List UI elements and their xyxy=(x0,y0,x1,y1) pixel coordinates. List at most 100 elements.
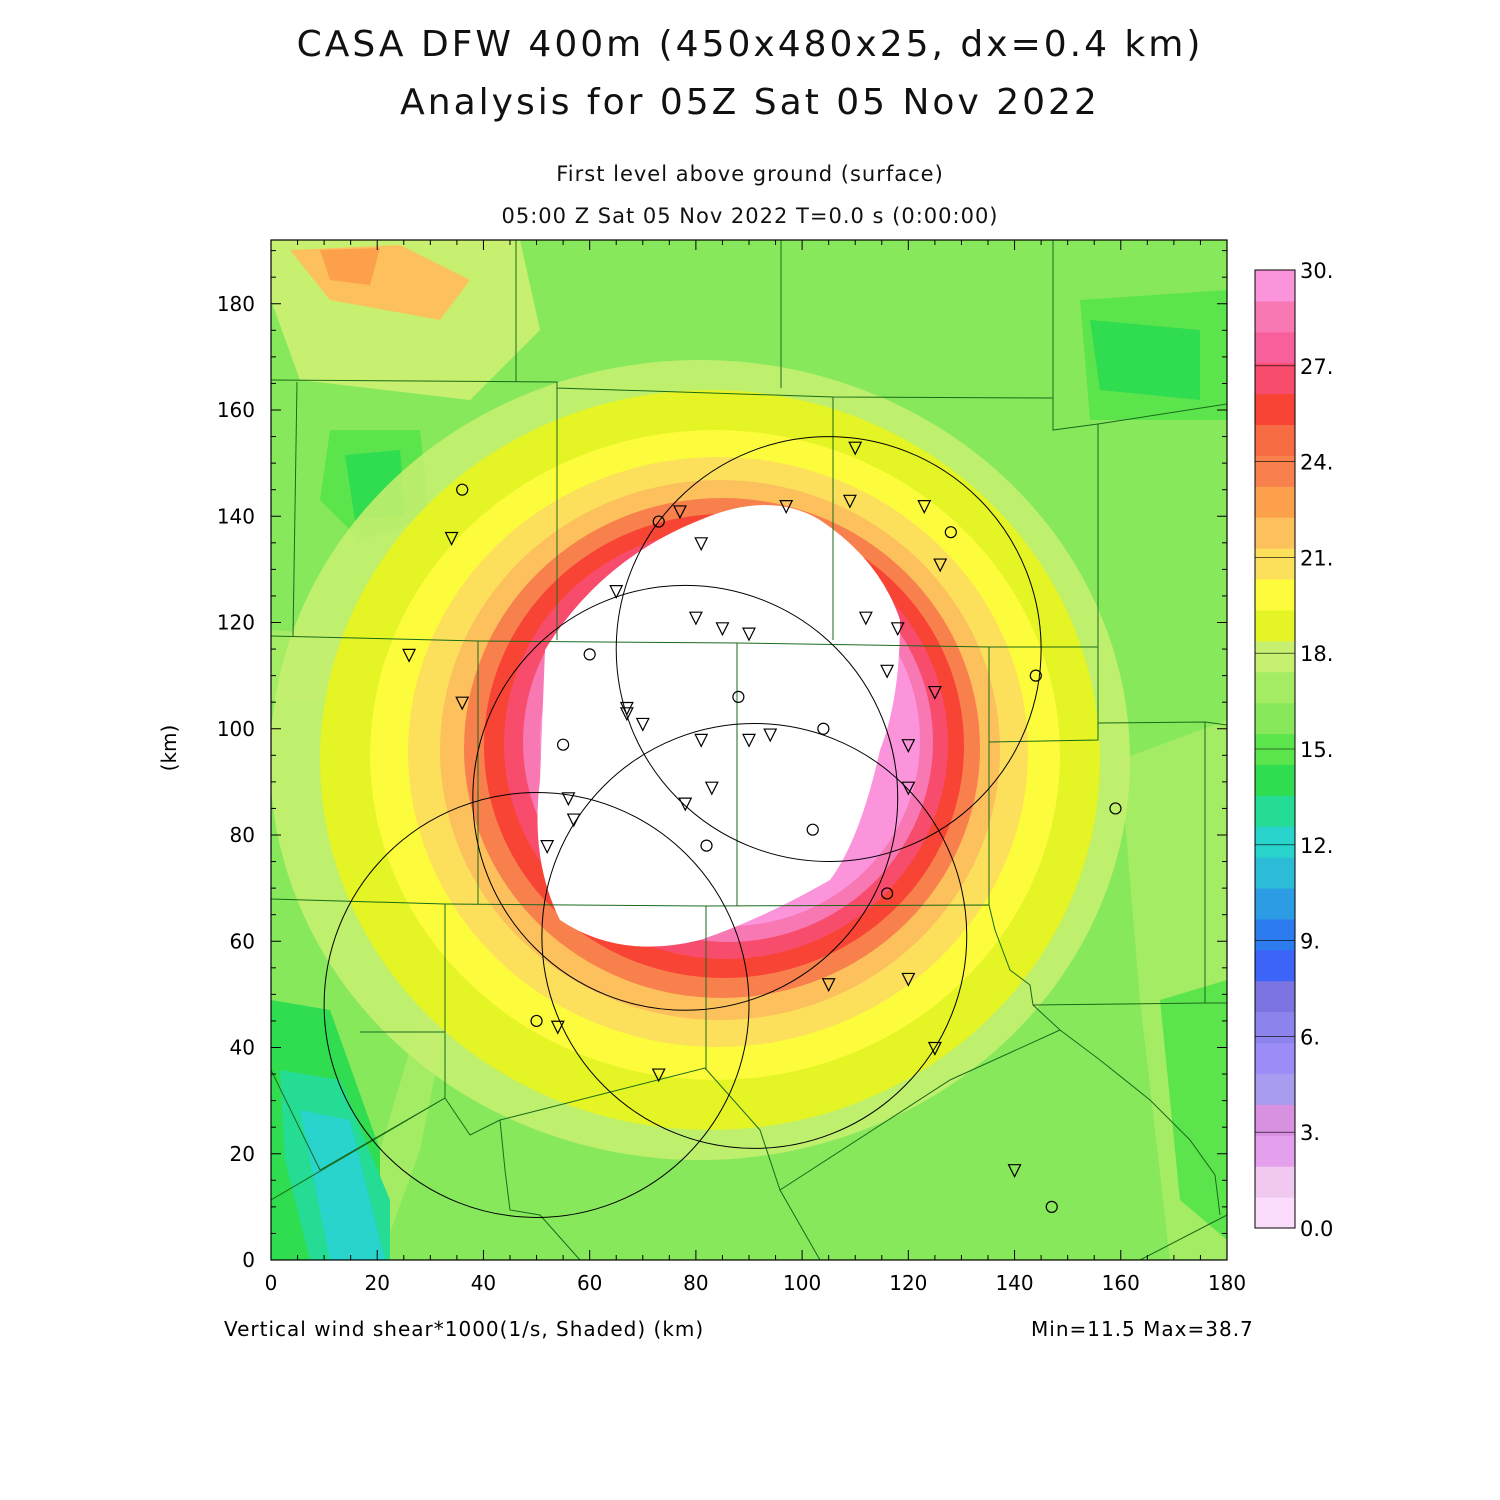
x-tick-label: 120 xyxy=(889,1271,927,1295)
colorbar-swatch xyxy=(1255,949,1295,982)
station-triangle-marker xyxy=(880,664,895,679)
station-triangle-marker xyxy=(901,739,916,754)
radar-range-rings xyxy=(323,436,1042,1218)
colorbar-swatch xyxy=(1255,640,1295,673)
colorbar-label: 30. xyxy=(1300,259,1333,283)
station-markers xyxy=(402,441,1122,1213)
map-title: CASA DFW 400m (450x480x25, dx=0.4 km) xyxy=(296,24,1204,65)
station-triangle-marker xyxy=(704,781,719,796)
colorbar-swatch xyxy=(1255,1197,1295,1229)
station-triangle-marker xyxy=(858,611,873,626)
min-max-label: Min=11.5 Max=38.7 xyxy=(1031,1317,1254,1341)
station-circle-marker xyxy=(530,1014,543,1028)
station-triangle-marker xyxy=(540,840,555,854)
colorbar-swatch xyxy=(1255,888,1295,920)
station-triangle-marker xyxy=(694,733,709,748)
station-triangle-marker xyxy=(402,648,417,663)
colorbar-swatch xyxy=(1255,702,1295,735)
station-triangle-marker xyxy=(927,685,942,700)
station-triangle-marker xyxy=(933,558,948,573)
radar-range-ring xyxy=(615,436,1042,863)
x-tick-label: 100 xyxy=(783,1271,821,1295)
colorbar-swatch xyxy=(1255,1073,1295,1105)
station-triangle-marker xyxy=(651,1068,666,1083)
radar-range-ring xyxy=(541,722,968,1149)
station-circle-marker xyxy=(456,483,469,496)
colorbar-swatch xyxy=(1255,300,1295,333)
colorbar-swatch xyxy=(1255,826,1295,858)
y-tick-label: 40 xyxy=(230,1036,255,1060)
y-tick-label: 140 xyxy=(217,504,255,528)
colorbar-label: 24. xyxy=(1300,451,1333,475)
x-tick-label: 40 xyxy=(471,1271,496,1295)
station-circle-marker xyxy=(806,823,819,836)
colorbar-labels: 0.0 3. 6. 9. 12. 15. 18. 21. 24. 27. 30. xyxy=(1255,259,1333,1241)
station-triangle-marker xyxy=(455,696,470,711)
y-tick-label: 20 xyxy=(230,1142,255,1166)
station-circle-marker xyxy=(817,722,830,735)
station-triangle-marker xyxy=(779,500,794,514)
station-triangle-marker xyxy=(619,701,634,716)
colorbar-label: 0.0 xyxy=(1300,1217,1333,1241)
station-circle-marker xyxy=(652,515,665,528)
station-triangle-marker xyxy=(688,611,703,626)
y-tick-label: 160 xyxy=(217,398,255,422)
colorbar-swatch xyxy=(1255,331,1295,364)
variable-label: Vertical wind shear*1000(1/s, Shaded) (k… xyxy=(224,1317,705,1341)
colorbar-label: 21. xyxy=(1300,546,1333,570)
station-triangle-marker xyxy=(561,792,576,807)
colorbar-swatch xyxy=(1255,517,1295,549)
colorbar-swatch xyxy=(1255,486,1295,518)
station-circle-marker xyxy=(583,648,596,661)
colorbar xyxy=(1255,270,1295,1229)
x-tick-label: 80 xyxy=(683,1271,708,1295)
y-tick-label: 60 xyxy=(230,929,255,953)
colorbar-label: 27. xyxy=(1300,355,1333,379)
station-triangle-marker xyxy=(619,707,634,722)
y-tick-label: 0 xyxy=(242,1248,255,1272)
station-triangle-marker xyxy=(927,1041,942,1056)
colorbar-label: 15. xyxy=(1300,738,1333,762)
y-tick-label: 80 xyxy=(230,823,255,847)
station-circle-marker xyxy=(700,839,713,852)
station-circle-marker xyxy=(557,738,570,751)
colorbar-swatch xyxy=(1255,362,1295,395)
station-triangle-marker xyxy=(550,1020,565,1035)
colorbar-swatch xyxy=(1255,795,1295,827)
axis-ticks xyxy=(270,240,1228,1261)
station-triangle-marker xyxy=(694,537,709,552)
radar-range-ring xyxy=(472,584,899,1011)
x-tick-label: 180 xyxy=(1208,1271,1246,1295)
colorbar-swatch xyxy=(1255,671,1295,704)
station-triangle-marker xyxy=(763,728,778,743)
station-triangle-marker xyxy=(890,622,905,637)
colorbar-label: 3. xyxy=(1300,1121,1320,1145)
shear-field xyxy=(271,240,1227,1260)
x-tick-label: 0 xyxy=(265,1271,278,1295)
valid-time-label: 05:00 Z Sat 05 Nov 2022 T=0.0 s (0:00:00… xyxy=(501,204,999,228)
station-circle-marker xyxy=(1029,669,1042,682)
station-triangle-marker xyxy=(742,627,756,642)
level-label: First level above ground (surface) xyxy=(556,162,944,186)
station-triangle-marker xyxy=(635,717,650,732)
station-triangle-marker xyxy=(917,500,932,514)
radar-range-ring xyxy=(323,792,750,1218)
colorbar-swatch xyxy=(1255,857,1295,889)
colorbar-label: 12. xyxy=(1300,834,1333,858)
colorbar-swatch xyxy=(1255,455,1295,487)
station-circle-marker xyxy=(944,526,957,539)
station-triangle-marker xyxy=(715,622,730,637)
x-tick-label: 60 xyxy=(577,1271,602,1295)
y-tick-label: 100 xyxy=(217,717,255,741)
y-tick-label: 120 xyxy=(217,611,255,635)
station-triangle-marker xyxy=(901,781,916,796)
station-circle-marker xyxy=(1045,1200,1058,1213)
station-triangle-marker xyxy=(848,441,863,456)
station-triangle-marker xyxy=(742,733,756,748)
station-circle-marker xyxy=(1109,802,1122,815)
colorbar-label: 18. xyxy=(1300,642,1333,666)
station-triangle-marker xyxy=(1007,1164,1022,1179)
x-tick-label: 160 xyxy=(1102,1271,1140,1295)
colorbar-swatch xyxy=(1255,1135,1295,1167)
